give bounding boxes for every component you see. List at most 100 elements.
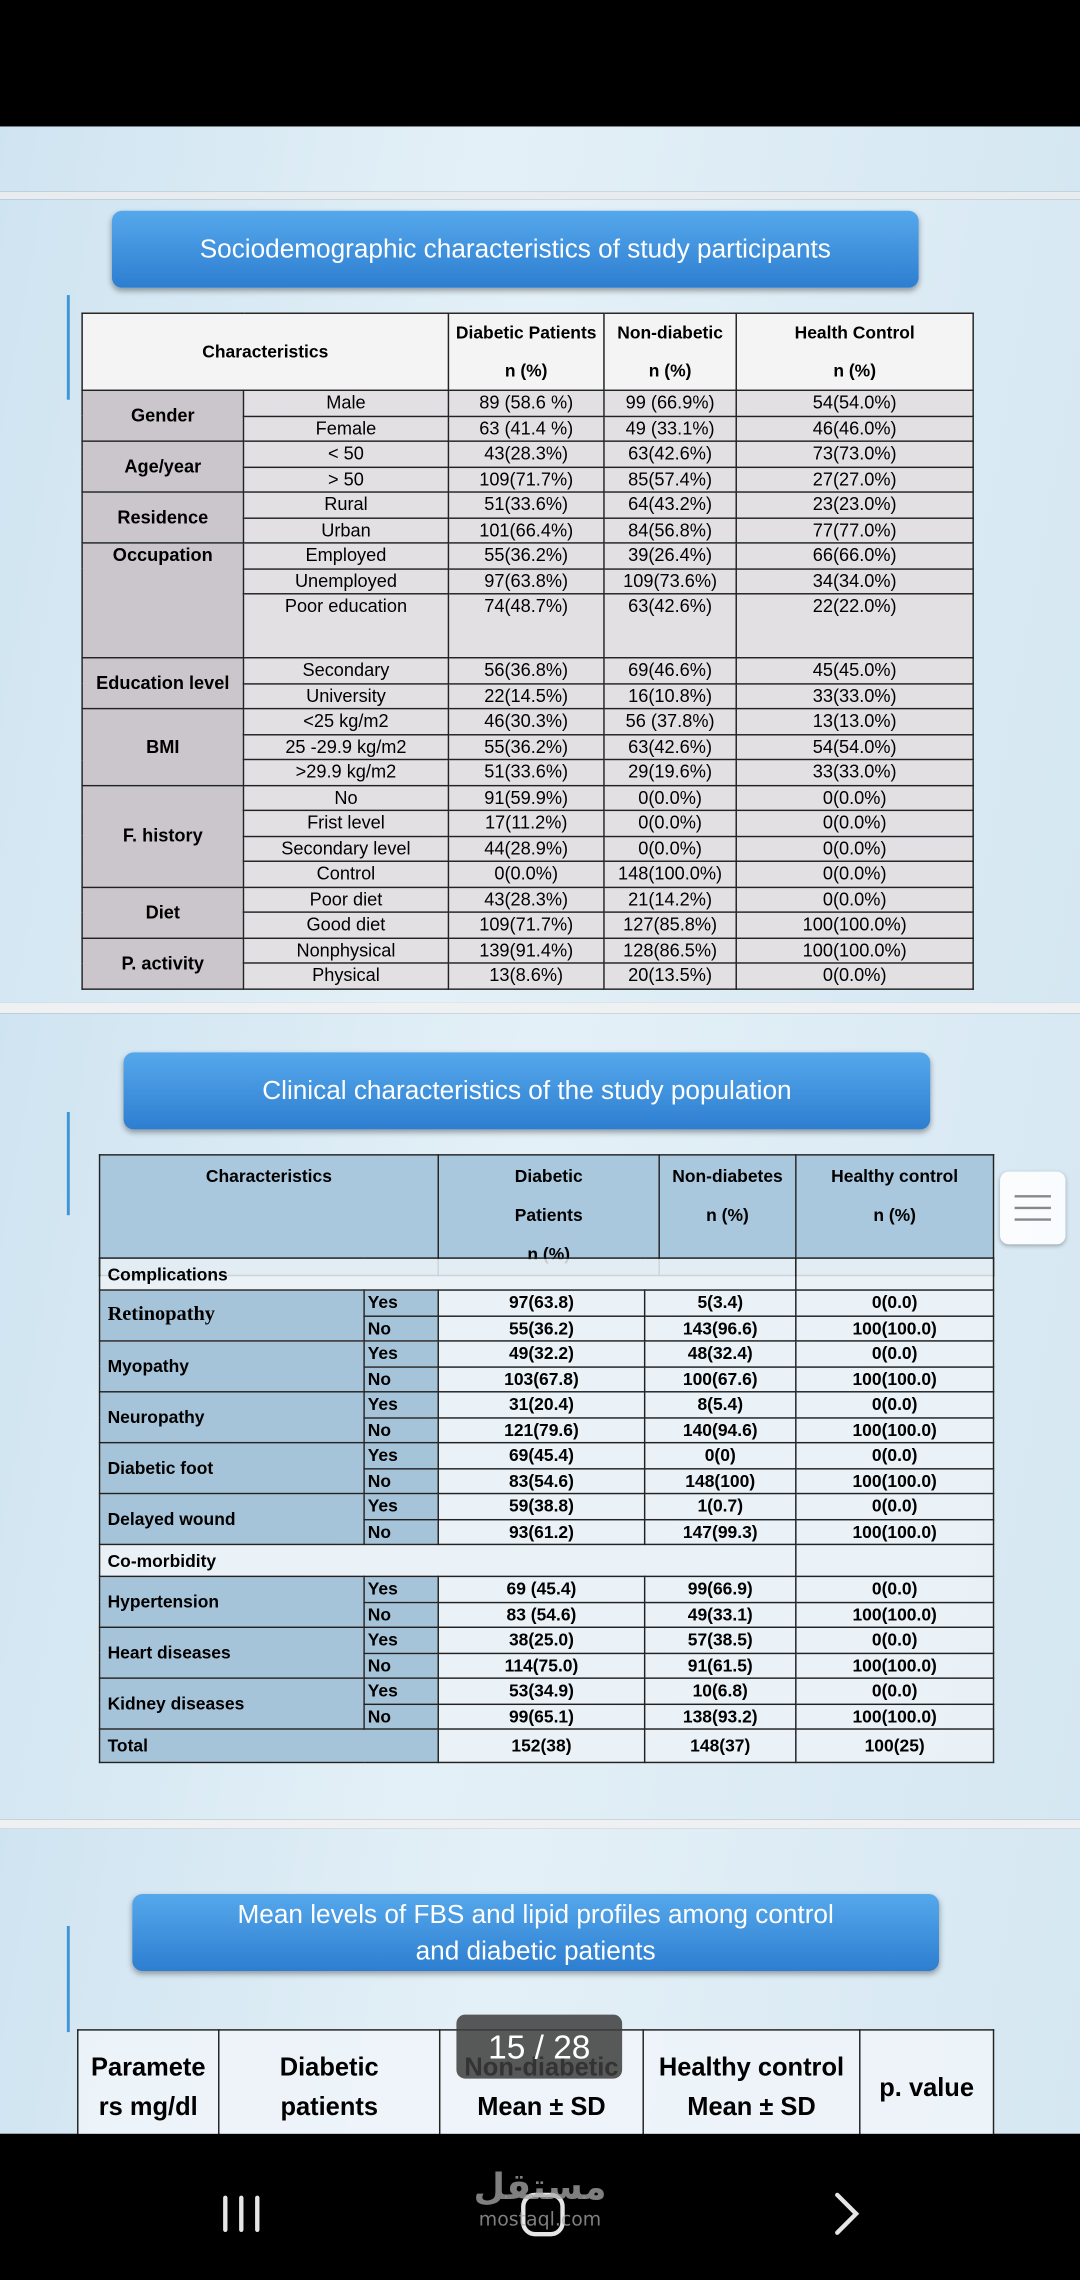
value-cell: 152(38) [437,1728,646,1764]
table-row: Occupation Employed 55(36.2%) 39(26.4%) 66(6… [81,542,974,659]
value-cell: 22(22.0%) [735,593,974,659]
row-label: University [242,682,450,710]
value-cell: 54(54.0%) [735,389,974,417]
value-cell: 1(0.7) [643,1492,797,1520]
accent-bar [66,295,70,400]
table-row: >29.9 kg/m2 51(33.6%) 29(19.6%) 33(33.0%) [82,758,974,786]
item-label: Heart diseases [98,1626,365,1679]
value-cell: 44(28.9%) [447,835,605,862]
value-cell: 77(77.0%) [735,516,974,544]
row-label: > 50 [242,465,450,493]
table-row: Age/year < 50 43(28.3%) 63(42.6%) 73(73.0%) [81,440,974,493]
table-row: Diabetic foot Yes 69(45.4) 0(0) 0(0.0) [98,1441,995,1495]
value-cell: 121(79.6) [437,1416,646,1444]
answer-label: No [363,1365,439,1393]
clinical-table: Complications Retinopathy Yes 97(63.8) 5(3.4… [98,1257,995,1764]
value-cell: 69(45.4) [437,1441,646,1469]
value-cell: 0(0.0) [795,1492,995,1520]
row-label: Control [242,860,450,888]
table-row: No 83(54.6) 148(100) 100(100.0) [100,1467,995,1495]
value-cell: 43(28.3%) [447,440,605,468]
value-cell: 0(0.0%) [735,962,974,990]
row-label: >29.9 kg/m2 [242,758,450,786]
table-row: Hypertension Yes 69 (45.4) 99(66.9) 0(0.0) [98,1575,995,1628]
table-row: Myopathy Yes 49(32.2) 48(32.4) 0(0.0) [98,1340,995,1393]
value-cell: 8(5.4) [643,1391,797,1418]
answer-label: No [363,1651,439,1679]
value-cell: 0(0.0%) [603,809,737,837]
menu-button[interactable] [1000,1171,1066,1245]
back-button[interactable] [835,2192,860,2235]
section-row: Complications [98,1257,995,1291]
header-cell: Non-diabetes n (%) [658,1154,797,1277]
header-cell: Diabetic Patients n (%) [447,312,605,392]
table-row: > 50 109(71.7%) 85(57.4%) 27(27.0%) [82,465,974,493]
value-cell: 16(10.8%) [603,682,737,710]
value-cell: 84(56.8%) [603,516,737,544]
value-cell: 140(94.6) [643,1416,797,1444]
value-cell: 45(45.0%) [735,657,974,684]
row-label: Rural [242,491,450,519]
slide-title: Clinical characteristics of the study po… [123,1052,931,1130]
value-cell: 53(34.9) [437,1677,646,1705]
answer-label: No [363,1416,439,1444]
value-cell: 91(59.9%) [447,784,605,812]
value-cell: 27(27.0%) [735,465,974,493]
row-label: 25 -29.9 kg/m2 [242,733,450,761]
answer-label: Yes [363,1492,439,1520]
value-cell: 114(75.0) [437,1651,646,1679]
table-row: Urban 101(66.4%) 84(56.8%) 77(77.0%) [82,516,974,544]
recents-button[interactable] [223,2195,260,2232]
section-row: Co-morbidity [98,1543,995,1578]
column-name: Diabetic Patients [455,322,597,344]
table-row: Control 0(0.0%) 148(100.0%) 0(0.0%) [82,860,974,888]
item-label: Neuropathy [98,1391,365,1444]
value-cell: 99 (66.9%) [603,389,737,417]
answer-label: Yes [363,1677,439,1705]
value-cell: 0(0.0) [795,1575,995,1603]
value-cell: 55(36.2%) [447,733,605,761]
group-cell: P. activity [81,936,245,990]
value-cell: 64(43.2%) [603,491,737,519]
value-cell: 148(100) [643,1467,797,1495]
value-cell: 54(54.0%) [735,733,974,761]
value-cell: 55(36.2) [437,1314,646,1342]
value-cell: 83 (54.6) [437,1601,646,1628]
divider [0,191,1080,200]
row-label: Poor diet [242,885,450,913]
row-label: Good diet [242,911,450,939]
group-cell: Gender [81,389,245,442]
row-label: Secondary [242,657,450,684]
accent-bar [66,1111,70,1216]
table-row: No 99(65.1) 138(93.2) 100(100.0) [100,1702,995,1730]
table-row: Residence Rural 51(33.6%) 64(43.2%) 23(23.0%… [81,491,974,544]
title-text: Clinical characteristics of the study po… [262,1075,792,1105]
home-button[interactable] [521,2192,565,2237]
row-label: Unemployed [242,567,450,595]
table-row: Kidney diseases Yes 53(34.9) 10(6.8) 0(0.0) [98,1677,995,1730]
answer-label: Yes [363,1575,439,1603]
group-cell: BMI [81,707,245,786]
sociodemographic-table: Characteristics Diabetic Patients n (%) Non… [81,312,974,990]
row-label: Secondary level [242,835,450,862]
value-cell: 148(100.0%) [603,860,737,888]
table-row: Education level Secondary 56(36.8%) 69(46.6… [81,657,974,710]
column-unit: n (%) [833,360,877,381]
value-cell: 0(0.0%) [603,784,737,812]
header-line: Mean ± SD [477,2091,606,2121]
value-cell: 63(42.6%) [603,593,737,659]
row-label: Physical [242,962,450,990]
answer-label: No [363,1314,439,1342]
value-cell: 51(33.6%) [447,758,605,786]
row-label: No [242,784,450,812]
header-line: n (%) [873,1205,916,1226]
value-cell: 33(33.0%) [735,682,974,710]
value-cell: 20(13.5%) [603,962,737,990]
group-cell: Occupation [81,542,245,659]
header-line: Healthy control [831,1165,959,1187]
table-row: Gender Male 89 (58.6 %) 99 (66.9%) 54(54.0%) [81,389,974,442]
table-row: No 121(79.6) 140(94.6) 100(100.0) [100,1416,995,1444]
value-cell: 34(34.0%) [735,567,974,595]
header-line: patients [280,2091,378,2121]
